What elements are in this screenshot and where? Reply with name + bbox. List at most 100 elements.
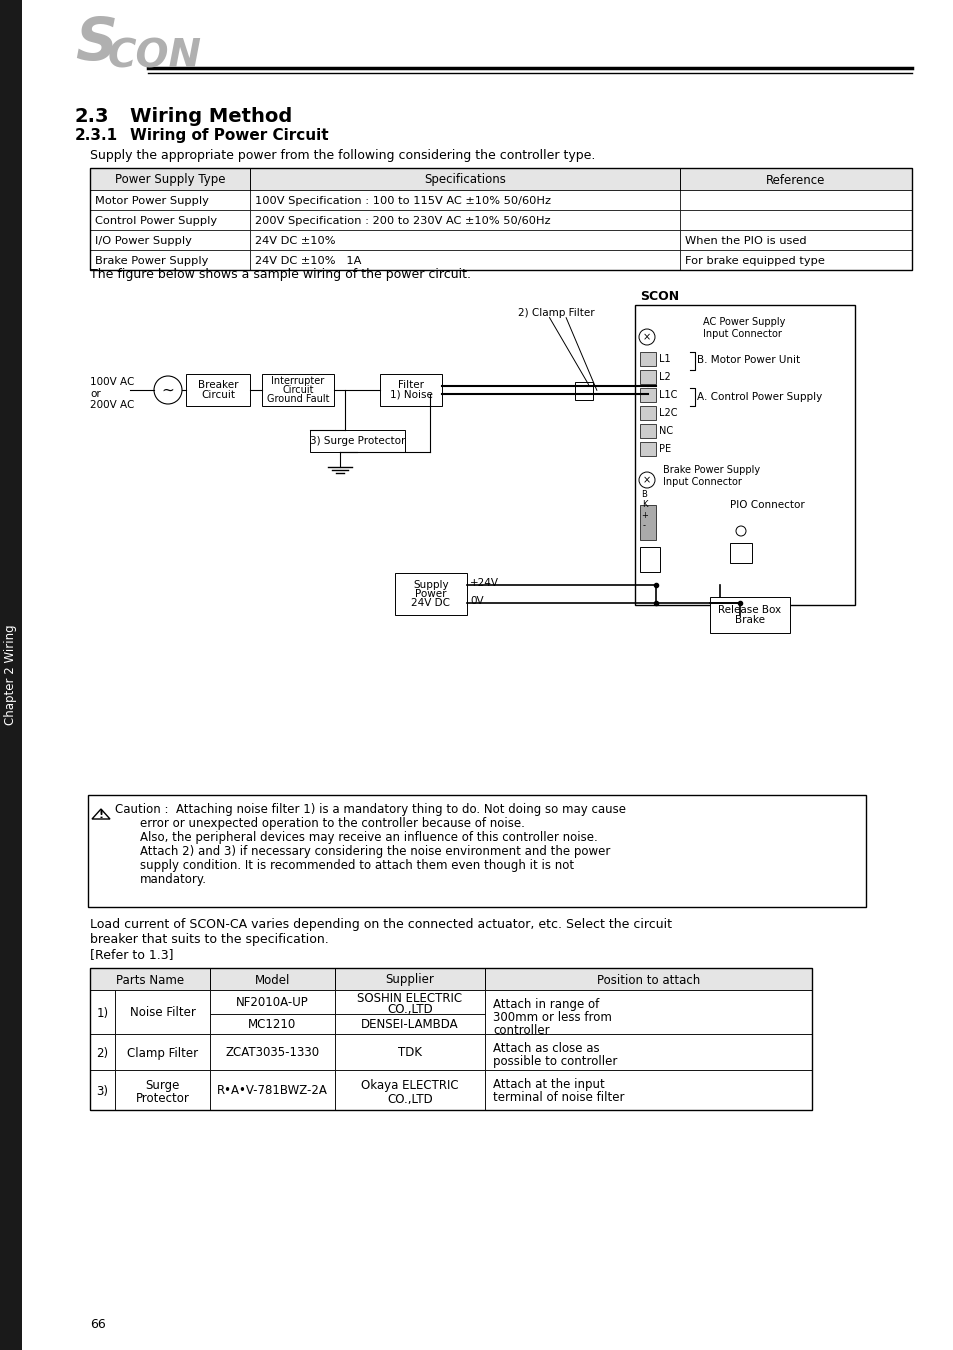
Text: Brake Power Supply
Input Connector: Brake Power Supply Input Connector (662, 464, 760, 486)
Text: A. Control Power Supply: A. Control Power Supply (697, 392, 821, 402)
Text: Motor Power Supply: Motor Power Supply (95, 196, 209, 207)
Text: ZCAT3035-1330: ZCAT3035-1330 (225, 1046, 319, 1060)
Text: possible to controller: possible to controller (493, 1054, 617, 1068)
Text: Parts Name: Parts Name (116, 973, 184, 987)
Bar (115, 1034, 210, 1071)
Bar (210, 1071, 335, 1110)
Text: 2): 2) (96, 1046, 109, 1060)
Text: 100V Specification : 100 to 115V AC ±10% 50/60Hz: 100V Specification : 100 to 115V AC ±10%… (254, 196, 551, 207)
Bar (335, 968, 484, 990)
Bar (250, 250, 679, 270)
Text: 1): 1) (96, 1007, 109, 1019)
Bar (484, 990, 811, 1034)
Bar (210, 968, 335, 990)
Text: SCON: SCON (639, 290, 679, 302)
Text: AC Power Supply
Input Connector: AC Power Supply Input Connector (702, 317, 784, 339)
Text: 2.3.1: 2.3.1 (75, 128, 118, 143)
Bar (335, 1014, 484, 1034)
Text: Reference: Reference (765, 174, 825, 186)
Text: When the PIO is used: When the PIO is used (684, 236, 806, 246)
Text: Supplier: Supplier (385, 973, 434, 987)
Text: 300mm or less from: 300mm or less from (493, 1011, 611, 1025)
Text: Protector: Protector (135, 1092, 190, 1104)
Bar (90, 1034, 115, 1071)
Bar (639, 505, 656, 540)
Bar (335, 1034, 484, 1071)
Text: Load current of SCON-CA varies depending on the connected actuator, etc. Select : Load current of SCON-CA varies depending… (90, 918, 671, 932)
Bar (484, 1071, 811, 1110)
Bar (484, 968, 811, 990)
Text: ×: × (642, 475, 650, 485)
Text: 200V Specification : 200 to 230V AC ±10% 50/60Hz: 200V Specification : 200 to 230V AC ±10%… (254, 216, 550, 225)
Bar (639, 387, 656, 402)
Bar (310, 431, 405, 452)
Text: Circuit: Circuit (282, 385, 314, 396)
Text: NF2010A-UP: NF2010A-UP (236, 996, 309, 1010)
Text: CO.,LTD: CO.,LTD (387, 1003, 433, 1017)
Bar (90, 990, 115, 1034)
Text: Model: Model (254, 973, 290, 987)
Bar (88, 795, 865, 907)
Bar (575, 382, 593, 400)
Bar (395, 572, 467, 616)
Text: 3): 3) (96, 1084, 109, 1098)
Bar (679, 190, 911, 211)
Text: CON: CON (108, 38, 202, 76)
Text: 24V DC ±10%   1A: 24V DC ±10% 1A (254, 256, 361, 266)
Text: L1: L1 (659, 354, 670, 364)
Text: 24V DC ±10%: 24V DC ±10% (254, 236, 335, 246)
Text: breaker that suits to the specification.: breaker that suits to the specification. (90, 933, 329, 946)
Bar (250, 230, 679, 250)
Text: Brake: Brake (734, 614, 764, 625)
Text: Control Power Supply: Control Power Supply (95, 216, 217, 225)
Bar (115, 1071, 210, 1110)
Text: Attach in range of: Attach in range of (493, 998, 598, 1011)
Bar (379, 374, 441, 406)
Text: Supply the appropriate power from the following considering the controller type.: Supply the appropriate power from the fo… (90, 148, 595, 162)
Bar (250, 190, 679, 211)
Text: L2: L2 (659, 373, 670, 382)
Bar (210, 990, 335, 1014)
Text: 1) Noise: 1) Noise (389, 390, 432, 400)
Text: ~: ~ (161, 382, 174, 397)
Text: 2.3: 2.3 (75, 107, 110, 126)
Text: Ground Fault: Ground Fault (267, 394, 329, 404)
Text: For brake equipped type: For brake equipped type (684, 256, 824, 266)
Bar (90, 211, 250, 230)
Bar (90, 968, 210, 990)
Text: Chapter 2 Wiring: Chapter 2 Wiring (5, 625, 17, 725)
Bar (639, 406, 656, 420)
Text: L2C: L2C (659, 408, 677, 418)
Bar (679, 250, 911, 270)
Text: controller: controller (493, 1025, 549, 1037)
Text: Specifications: Specifications (424, 174, 505, 186)
Text: Wiring Method: Wiring Method (130, 107, 292, 126)
Text: terminal of noise filter: terminal of noise filter (493, 1091, 624, 1104)
Bar (679, 230, 911, 250)
Text: supply condition. It is recommended to attach them even though it is not: supply condition. It is recommended to a… (140, 859, 574, 872)
Text: B. Motor Power Unit: B. Motor Power Unit (697, 355, 800, 364)
Text: Attach at the input: Attach at the input (493, 1079, 604, 1091)
Text: MC1210: MC1210 (248, 1018, 296, 1031)
Text: Noise Filter: Noise Filter (130, 1007, 195, 1019)
Text: L1C: L1C (659, 390, 677, 400)
Text: I/O Power Supply: I/O Power Supply (95, 236, 192, 246)
Bar (639, 370, 656, 383)
Text: +24V: +24V (470, 578, 498, 589)
Bar (335, 1071, 484, 1110)
Text: Okaya ELECTRIC: Okaya ELECTRIC (361, 1080, 458, 1092)
Text: Circuit: Circuit (201, 390, 234, 400)
Bar (90, 167, 911, 190)
Text: 0V: 0V (470, 595, 483, 606)
Text: PE: PE (659, 444, 670, 454)
Text: 3) Surge Protector: 3) Surge Protector (310, 436, 405, 446)
Bar (729, 543, 751, 563)
Text: 66: 66 (90, 1318, 106, 1331)
Text: B
K
+
-: B K + - (640, 490, 647, 531)
Text: NC: NC (659, 427, 673, 436)
Text: ×: × (642, 332, 650, 342)
Bar (639, 547, 659, 572)
Text: mandatory.: mandatory. (140, 873, 207, 886)
Text: The figure below shows a sample wiring of the power circuit.: The figure below shows a sample wiring o… (90, 269, 471, 281)
Bar (186, 374, 250, 406)
